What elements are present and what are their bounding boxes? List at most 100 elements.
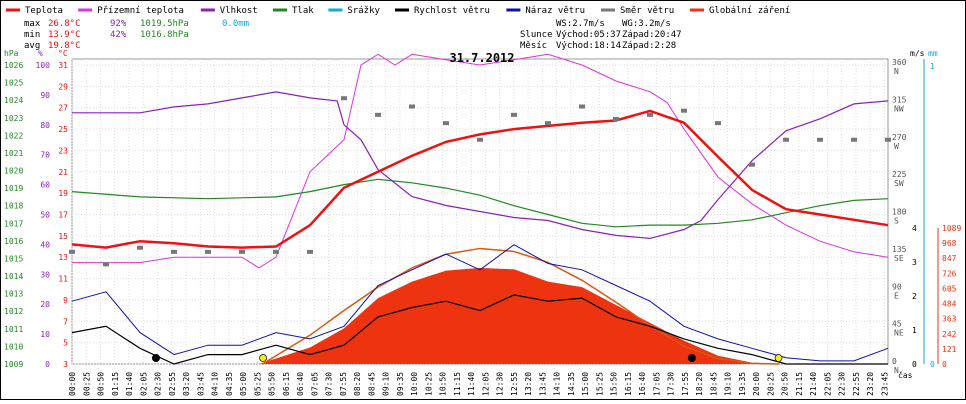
pressure-tick: 1014 [4,272,23,281]
wind-tick: 1 [912,326,917,335]
wg-value: WG:3.2m/s [622,19,671,29]
min-hum: 42% [110,30,127,40]
humidity-tick: 100 [36,61,51,70]
radiation-tick: 605 [942,284,957,293]
chart-title: 31.7.2012 [449,51,514,65]
max-press: 1019.5hPa [140,19,189,29]
x-tick-label: 11:40 [467,372,476,396]
x-tick-label: 08:20 [353,372,362,396]
x-tick-label: 17:55 [681,372,690,396]
pressure-tick: 1023 [4,114,23,123]
wind-direction-point [851,137,857,142]
sun-label: Slunce [520,30,553,40]
x-tick-label: 02:30 [154,372,163,396]
x-tick-label: 01:15 [111,372,120,396]
wind-tick: 4 [912,224,917,233]
direction-tick: 225 [892,170,907,179]
x-tick-label: 18:20 [695,372,704,396]
wind-direction-point [511,112,517,117]
x-tick-label: 09:35 [396,372,405,396]
radiation-tick: 968 [942,239,957,248]
wind-tick: 3 [912,258,917,267]
wind-direction-point [375,112,381,117]
x-tick-label: 23:20 [866,372,875,396]
x-tick-label: 15:50 [610,372,619,396]
radiation-theoretical-line [262,247,780,365]
x-tick-label: 02:55 [168,372,177,396]
x-tick-label: 05:00 [239,372,248,396]
humidity-tick: 50 [40,211,50,220]
temp-tick: 5 [63,339,68,348]
x-tick-label: 22:30 [838,372,847,396]
pressure-tick: 1010 [4,342,23,351]
rain-unit: mm [928,49,938,58]
x-tick-label: 00:50 [97,372,106,396]
direction-tick: 90 [892,282,902,291]
wind-direction-point [647,112,653,117]
pressure-tick: 1025 [4,79,23,88]
x-tick-label: 21:40 [809,372,818,396]
pressure-tick: 1024 [4,96,23,105]
time-unit: čas [898,370,913,380]
min-temp: 13.9°C [48,30,81,40]
legend-label: Směr větru [620,6,674,16]
x-tick-label: 08:45 [367,372,376,396]
radiation-tick: 847 [942,254,957,263]
x-tick-label: 14:35 [567,372,576,396]
max-label: max [24,19,41,29]
temp-tick: 3 [63,360,68,369]
direction-tick: 270 [892,133,907,142]
x-tick-label: 22:05 [823,372,832,396]
humidity-unit: % [38,49,43,58]
direction-label: W [894,142,899,151]
wind-direction-point [613,116,619,121]
humidity-tick: 90 [40,91,50,100]
direction-label: NW [894,104,904,113]
x-tick-label: 10:50 [439,372,448,396]
min-label: min [24,30,40,40]
pressure-tick: 1009 [4,360,23,369]
sun-set: Západ:20:47 [622,30,682,40]
radiation-area [259,267,780,364]
humidity-tick: 70 [40,151,50,160]
humidity-tick: 20 [40,300,50,309]
x-tick-label: 20:25 [766,372,775,396]
wind-direction-point [205,249,211,254]
direction-tick: 135 [892,245,907,254]
x-tick-label: 00:25 [82,372,91,396]
temp-tick: 27 [58,104,68,113]
direction-tick: 315 [892,95,907,104]
direction-label: SW [894,179,904,188]
astro-panel: WS:2.7m/s WG:3.2m/s Slunce Východ:05:37 … [520,19,682,51]
temp-tick: 9 [63,296,68,305]
pressure-tick: 1020 [4,167,23,176]
ws-value: WS:2.7m/s [556,19,605,29]
x-tick-label: 22:55 [852,372,861,396]
moon-label: Měsíc [520,41,547,51]
direction-tick: 360 [892,58,907,67]
legend-label: Tlak [292,6,314,16]
temp-tick: 17 [58,211,68,220]
temp-tick: 23 [58,146,68,155]
min-press: 1016.8hPa [140,30,189,40]
wind-speed-line [71,294,888,365]
wind-direction-point [749,162,755,167]
x-tick-label: 20:50 [781,372,790,396]
x-tick-label: 07:05 [310,372,319,396]
legend-label: Teplota [25,6,63,16]
humidity-line [72,91,889,240]
moonrise-marker [687,354,696,362]
max-temp: 26.8°C [48,19,81,29]
moonset-marker [151,354,160,362]
pressure-tick: 1015 [4,254,23,263]
ground-temp-line [72,53,889,269]
legend-label: Srážky [347,6,380,16]
humidity-tick: 40 [40,240,50,249]
wind-direction-point [681,108,687,113]
x-tick-label: 16:15 [624,372,633,396]
pressure-unit: hPa [4,49,19,58]
wind-direction-point [817,137,823,142]
direction-tick: 180 [892,208,907,217]
wind-unit: m/s [910,49,925,58]
